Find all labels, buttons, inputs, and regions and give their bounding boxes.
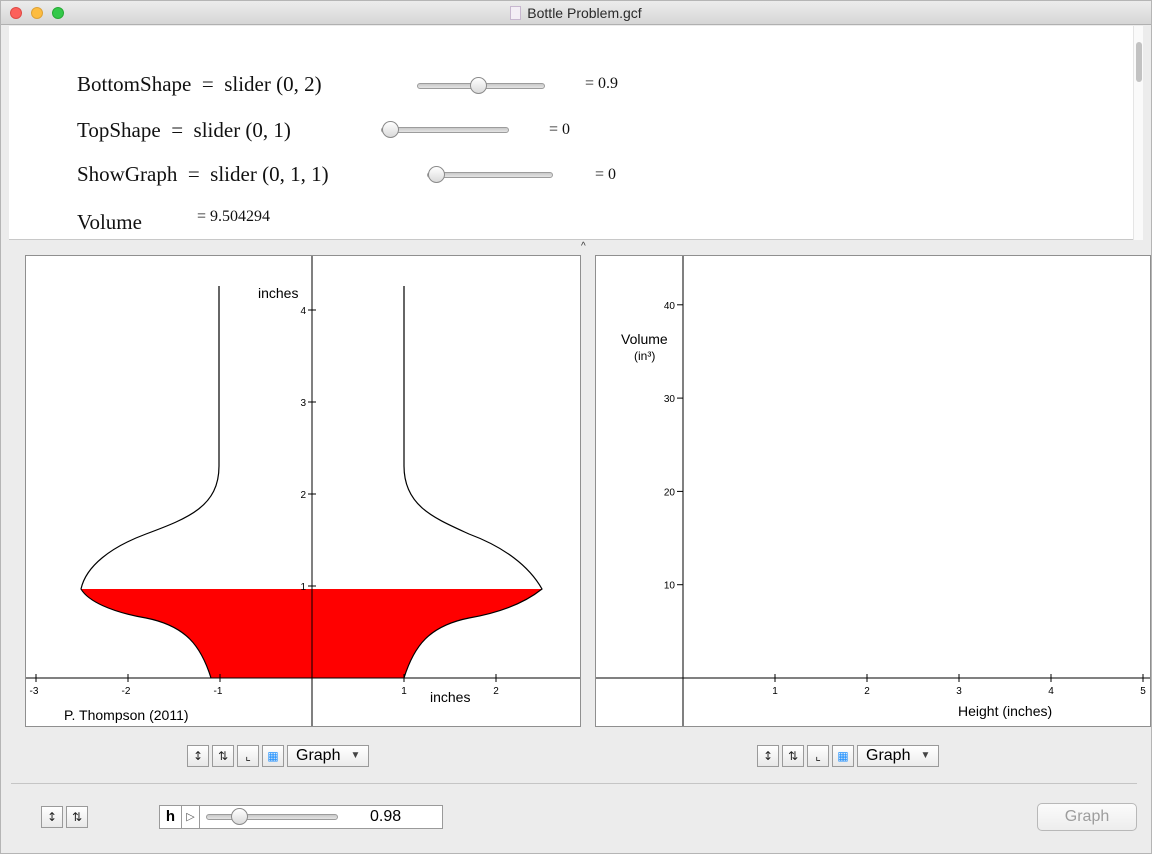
bottle-graph-svg: -3 -2 -1 1 2 1 2 3 4 inches inches P. Thompson … [26, 256, 580, 726]
axes-icon[interactable]: ⌞ [237, 745, 259, 767]
x-tick-label: -3 [30, 686, 39, 697]
equals-sign: = [165, 118, 189, 142]
minimize-button[interactable] [31, 7, 43, 19]
title-bar: Bottle Problem.gcf [1, 1, 1151, 25]
close-button[interactable] [10, 7, 22, 19]
graph-mode-select[interactable]: Graph ▼ [287, 745, 370, 767]
y-axis-label: inches [258, 285, 298, 301]
bottle-left-wall [80, 286, 220, 679]
scrollbar-thumb[interactable] [1136, 42, 1142, 82]
equation-volume[interactable]: Volume [77, 210, 142, 235]
topshape-slider[interactable] [381, 121, 509, 138]
x-tick-label: -2 [122, 686, 131, 697]
window-title-container: Bottle Problem.gcf [1, 5, 1151, 21]
equation-lhs: ShowGraph [77, 162, 178, 186]
equation-lhs: Volume [77, 210, 142, 234]
x-axis-label: inches [430, 689, 470, 705]
document-icon [510, 6, 522, 20]
animation-control: h ▷ 0.98 [159, 805, 443, 829]
bottomshape-value: = 0.9 [585, 75, 619, 92]
zoom-in-icon[interactable]: ↕ [187, 745, 209, 767]
x-tick-label: 1 [401, 686, 407, 697]
zoom-out-icon[interactable]: ⇅ [212, 745, 234, 767]
zoom-out-icon[interactable]: ⇅ [66, 806, 88, 828]
animation-variable[interactable]: h [160, 806, 182, 828]
y-axis-label-line1: Volume [621, 331, 668, 347]
volume-graph-svg: 1 2 3 4 5 10 20 30 40 Volume (in³) Height (inch… [596, 256, 1150, 726]
x-tick-label: 5 [1140, 686, 1146, 697]
x-tick-label: -1 [214, 686, 223, 697]
topshape-value: = 0 [549, 121, 571, 138]
y-tick-label: 1 [300, 582, 306, 593]
equation-rhs: slider (0, 2) [224, 72, 322, 96]
volume-value: = 9.504294 [197, 208, 271, 225]
slider-knob[interactable] [428, 166, 445, 183]
x-tick-label: 2 [493, 686, 499, 697]
grid-icon[interactable]: ▦ [262, 745, 284, 767]
x-tick-label: 1 [772, 686, 778, 697]
graph-mode-label: Graph [296, 747, 341, 764]
slider-knob[interactable] [231, 808, 248, 825]
equation-bottomshape[interactable]: BottomShape = slider (0, 2) [77, 72, 322, 97]
y-tick-label: 3 [300, 398, 306, 409]
y-tick-label: 4 [300, 306, 306, 317]
graph-mode-select[interactable]: Graph ▼ [857, 745, 940, 767]
bottomshape-slider[interactable] [417, 77, 545, 94]
zoom-out-icon[interactable]: ⇅ [782, 745, 804, 767]
equation-rhs: slider (0, 1) [193, 118, 291, 142]
slider-knob[interactable] [470, 77, 487, 94]
y-tick-label: 2 [300, 490, 306, 501]
y-ticks: 10 20 30 40 [664, 301, 683, 592]
splitter-handle[interactable]: ^ [581, 241, 586, 252]
x-axis-label: Height (inches) [958, 703, 1052, 719]
x-tick-label: 4 [1048, 686, 1054, 697]
equals-sign: = [196, 72, 219, 96]
x-tick-label: 2 [864, 686, 870, 697]
y-tick-label: 20 [664, 487, 676, 498]
volume-graph[interactable]: 1 2 3 4 5 10 20 30 40 Volume (in³) Height (inch… [595, 255, 1151, 727]
right-graph-toolbar: ↕ ⇅ ⌞ ▦ Graph ▼ [757, 743, 940, 769]
bottle-right-wall [403, 286, 543, 679]
x-tick-label: 3 [956, 686, 962, 697]
chevron-down-icon: ▼ [920, 750, 931, 761]
graph-mode-label: Graph [866, 747, 911, 764]
graph-button[interactable]: Graph [1037, 803, 1137, 831]
equation-scrollbar[interactable] [1133, 26, 1143, 240]
chevron-down-icon: ▼ [350, 750, 361, 761]
bottom-toolbar: ↕ ⇅ [41, 804, 88, 830]
grid-icon[interactable]: ▦ [832, 745, 854, 767]
equation-rhs: slider (0, 1, 1) [210, 162, 329, 186]
equation-lhs: TopShape [77, 118, 161, 142]
y-ticks: 1 2 3 4 [300, 306, 316, 593]
y-axis-label-line2: (in³) [634, 349, 655, 363]
window-title: Bottle Problem.gcf [527, 5, 642, 21]
play-icon[interactable]: ▷ [182, 806, 200, 828]
zoom-button[interactable] [52, 7, 64, 19]
divider [11, 783, 1137, 784]
equation-topshape[interactable]: TopShape = slider (0, 1) [77, 118, 291, 143]
equation-lhs: BottomShape [77, 72, 192, 96]
animation-value: 0.98 [370, 808, 402, 825]
animation-slider[interactable] [206, 808, 338, 825]
x-ticks: 1 2 3 4 5 [772, 674, 1146, 697]
showgraph-value: = 0 [595, 166, 617, 183]
y-tick-label: 10 [664, 581, 676, 592]
x-ticks: -3 -2 -1 1 2 [30, 674, 499, 697]
bottle-graph[interactable]: -3 -2 -1 1 2 1 2 3 4 inches inches P. Thompson … [25, 255, 581, 727]
y-tick-label: 40 [664, 301, 676, 312]
equals-sign: = [182, 162, 205, 186]
slider-knob[interactable] [382, 121, 399, 138]
showgraph-slider[interactable] [427, 166, 553, 183]
equation-showgraph[interactable]: ShowGraph = slider (0, 1, 1) [77, 162, 329, 187]
credit-label: P. Thompson (2011) [64, 707, 189, 723]
y-tick-label: 30 [664, 394, 676, 405]
axes-icon[interactable]: ⌞ [807, 745, 829, 767]
zoom-in-icon[interactable]: ↕ [757, 745, 779, 767]
zoom-in-icon[interactable]: ↕ [41, 806, 63, 828]
equation-panel: BottomShape = slider (0, 2) = 0.9 TopSha… [9, 26, 1143, 240]
left-graph-toolbar: ↕ ⇅ ⌞ ▦ Graph ▼ [187, 743, 370, 769]
